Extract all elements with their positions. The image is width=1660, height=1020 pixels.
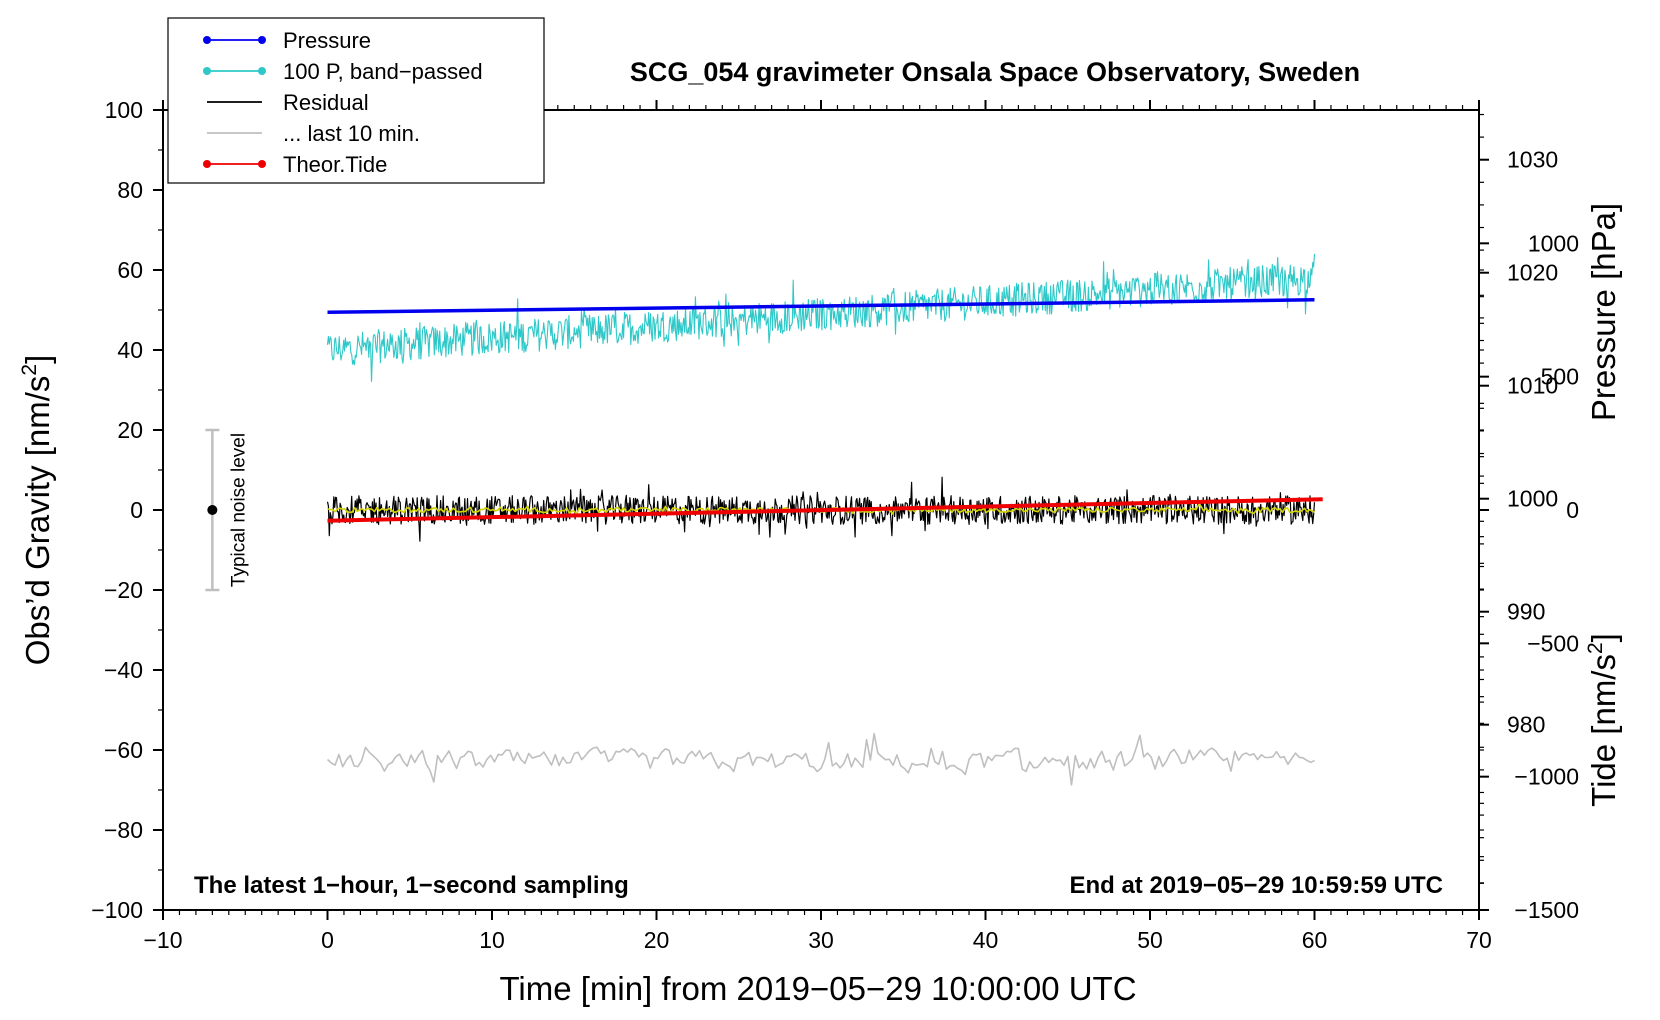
- series-theor-tide: [327, 497, 1323, 523]
- x-tick-label: 40: [973, 927, 999, 953]
- y-tick-label: −80: [104, 817, 143, 843]
- typical-noise-bar: Typical noise level: [205, 428, 249, 592]
- legend-label: Pressure: [283, 28, 371, 53]
- x-axis-title: Time [min] from 2019−05−29 10:00:00 UTC: [499, 970, 1136, 1007]
- y-tick-label: −60: [104, 737, 143, 763]
- annotation-sampling: The latest 1−hour, 1−second sampling: [194, 872, 629, 899]
- annotation-end-time: End at 2019−05−29 10:59:59 UTC: [1069, 872, 1443, 899]
- noise-bar-center-dot: [207, 505, 218, 515]
- y-axis-title-tide-superscript: 2: [1584, 642, 1607, 654]
- x-tick-label: 70: [1466, 927, 1492, 953]
- legend-marker-end: [258, 160, 266, 168]
- y-axis-title-tide: Tide [nm/s2]: [1584, 633, 1622, 807]
- legend-marker-end: [258, 67, 266, 75]
- pressure-tick-label: 980: [1507, 712, 1545, 738]
- series-pressure: [327, 298, 1315, 315]
- y-axis-title-tide-text: Tide [nm/s: [1585, 654, 1622, 807]
- axes-layer: −10 0 10 20 30 40 50 60 70−100−80−60−40−20020406…: [91, 97, 1579, 953]
- pressure-tick-label: 990: [1507, 599, 1545, 625]
- x-tick-label: 20: [644, 927, 670, 953]
- y-tick-label: −20: [104, 577, 143, 603]
- chart-title: SCG_054 gravimeter Onsala Space Observat…: [630, 57, 1360, 87]
- x-tick-label: 0: [321, 927, 334, 953]
- legend-label: 100 P, band−passed: [283, 59, 483, 84]
- legend-label: Residual: [283, 90, 369, 115]
- y-axis-title-left-text: Obs’d Gravity [nm/s: [19, 376, 56, 666]
- tide-tick-label: −1000: [1514, 764, 1579, 790]
- y-tick-label: −100: [91, 897, 143, 923]
- series-last-10-min: [326, 732, 1315, 786]
- legend-marker-start: [203, 160, 211, 168]
- pressure-tick-label: 1030: [1507, 147, 1558, 173]
- x-tick-label: 30: [808, 927, 834, 953]
- y-tick-label: 60: [117, 257, 143, 283]
- legend-label: ... last 10 min.: [283, 121, 420, 146]
- legend-box: [167, 17, 545, 184]
- y-axis-title-left-superscript: 2: [18, 364, 41, 376]
- legend-marker-start: [203, 36, 211, 44]
- x-tick-label: 60: [1302, 927, 1328, 953]
- y-tick-label: 100: [105, 97, 143, 123]
- tide-tick-label: −1500: [1514, 897, 1579, 923]
- pressure-tick-label: 1000: [1507, 486, 1558, 512]
- series-residual: [326, 476, 1316, 542]
- y-tick-label: 40: [117, 337, 143, 363]
- y-axis-title-left: Obs’d Gravity [nm/s2]: [18, 355, 56, 666]
- legend-marker-end: [258, 36, 266, 44]
- series-layer: [326, 253, 1323, 786]
- x-tick-label: 50: [1137, 927, 1163, 953]
- x-tick-label: −10: [143, 927, 182, 953]
- y-tick-label: −40: [104, 657, 143, 683]
- legend: Pressure 100 P, band−passed Residual ... la…: [167, 17, 545, 184]
- noise-bar-label: Typical noise level: [228, 433, 249, 587]
- series-100-p-band-passed: [326, 253, 1316, 383]
- y-tick-label: 80: [117, 177, 143, 203]
- y-tick-label: 20: [117, 417, 143, 443]
- y-axis-title-pressure: Pressure [hPa]: [1585, 203, 1622, 421]
- legend-label: Theor.Tide: [283, 152, 387, 177]
- y-tick-label: 0: [130, 497, 143, 523]
- y-axis-title-left-close: ]: [19, 355, 56, 364]
- tide-tick-label: 0: [1566, 497, 1579, 523]
- pressure-tick-label: 1020: [1507, 260, 1558, 286]
- legend-marker-start: [203, 67, 211, 75]
- tide-tick-label: −500: [1527, 630, 1579, 656]
- tide-tick-label: 500: [1541, 364, 1579, 390]
- y-axis-title-tide-close: ]: [1585, 633, 1622, 642]
- tide-tick-label: 1000: [1528, 230, 1579, 256]
- pressure-tick-label: 1010: [1507, 373, 1558, 399]
- x-tick-label: 10: [479, 927, 505, 953]
